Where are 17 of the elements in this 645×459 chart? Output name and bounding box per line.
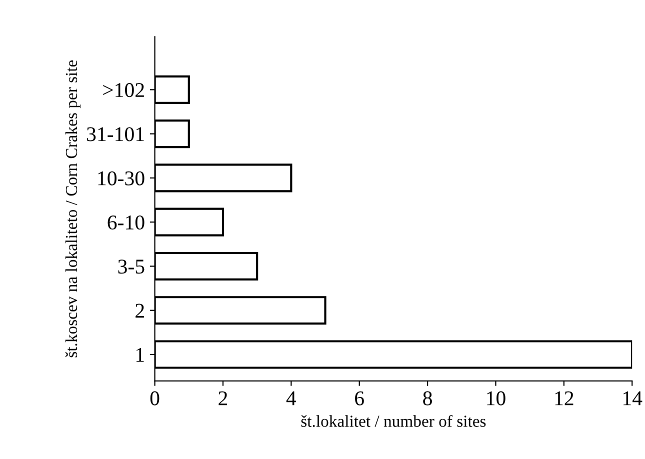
x-tick-label: 14 xyxy=(624,391,642,406)
x-tick-label: 4 xyxy=(286,391,296,406)
y-axis-title: št.koscev na lokaliteto / Corn Crakes per site xyxy=(65,60,80,358)
x-tick-label: 2 xyxy=(218,391,228,406)
x-tick-label: 10 xyxy=(487,391,506,406)
x-tick-label: 8 xyxy=(423,391,432,406)
y-tick-label: >102 xyxy=(103,83,144,98)
x-tick-label: 12 xyxy=(555,391,574,406)
y-tick-label: 1 xyxy=(136,348,144,362)
y-tick-label: 6-10 xyxy=(108,215,144,230)
x-axis-title: št.lokalitet / number of sites xyxy=(301,414,486,427)
x-tick-label: 6 xyxy=(355,391,364,406)
x-tick-label: 0 xyxy=(150,391,160,406)
y-tick-label: 2 xyxy=(136,304,144,318)
y-tick-label: 31-101 xyxy=(87,127,144,142)
y-tick-label: 3-5 xyxy=(118,260,144,274)
y-tick-label: 10-30 xyxy=(98,171,144,186)
